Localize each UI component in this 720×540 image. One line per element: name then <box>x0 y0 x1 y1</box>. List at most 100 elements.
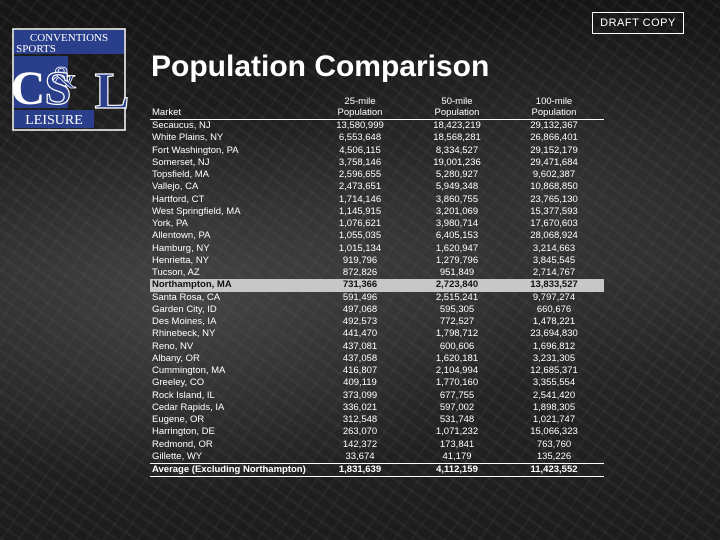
table-row: York, PA 1,076,621 3,980,714 17,670,603 <box>150 218 604 230</box>
pop-100mile-cell: 9,797,274 <box>532 291 576 303</box>
pop-25mile-cell: 3,758,146 <box>338 156 382 168</box>
market-cell: Garden City, ID <box>152 303 217 315</box>
pop-25mile-cell: 13,580,999 <box>336 120 384 131</box>
pop-100mile-cell: 26,866,401 <box>530 132 578 144</box>
pop-25mile-cell: 2,473,651 <box>338 181 382 193</box>
pop-50mile-cell: 531,748 <box>439 414 475 425</box>
pop-25mile-cell: 919,796 <box>342 254 378 266</box>
pop-50mile-cell: 3,201,069 <box>435 205 479 217</box>
pop-25mile-cell: 497,068 <box>342 303 378 315</box>
pop-100mile-cell: 28,068,924 <box>530 230 578 242</box>
table-row: West Springfield, MA 1,145,915 3,201,069 15… <box>150 206 604 218</box>
pop-100mile-cell: 15,377,593 <box>530 205 578 217</box>
table-row: Secaucus, NJ 13,580,999 18,423,219 29,132,3… <box>150 120 604 133</box>
table-row: Santa Rosa, CA 591,496 2,515,241 9,797,274 <box>150 292 604 304</box>
pop-100mile-cell: 660,676 <box>536 303 572 315</box>
pop-50mile-cell: 3,860,755 <box>435 193 479 205</box>
market-cell: Fort Washington, PA <box>152 144 239 156</box>
draft-copy-stamp: DRAFT COPY <box>592 12 684 34</box>
table-row: Somerset, NJ 3,758,146 19,001,236 29,471,68… <box>150 157 604 169</box>
table-row: Hartford, CT 1,714,146 3,860,755 23,765,130 <box>150 194 604 206</box>
pop-50mile-cell: 3,980,714 <box>435 218 479 229</box>
table-row: Cedar Rapids, IA 336,021 597,002 1,898,305 <box>150 402 604 414</box>
pop-25mile-cell: 1,055,035 <box>338 230 382 242</box>
logo-c-letter: C <box>12 62 45 115</box>
market-cell: Reno, NV <box>152 340 194 352</box>
market-cell: Des Moines, IA <box>152 316 217 327</box>
pop-25mile-cell: 492,573 <box>342 316 378 327</box>
average-label: Average (Excluding Northampton) <box>150 462 310 478</box>
pop-50mile-cell: 1,620,947 <box>435 242 479 254</box>
pop-50mile-cell: 1,620,181 <box>435 352 479 364</box>
pop-50mile-cell: 1,770,160 <box>435 377 479 389</box>
population-table: 25-mile 50-mile 100-mile Market Populati… <box>150 96 604 478</box>
pop-50mile-cell: 677,755 <box>439 389 475 401</box>
market-cell: Cummington, MA <box>152 365 226 376</box>
market-cell: Albany, OR <box>152 352 200 364</box>
pop-100mile-cell: 23,694,830 <box>530 328 578 340</box>
logo-s-letter: S <box>45 62 72 115</box>
header-market: Market <box>150 107 310 120</box>
pop-25mile-cell: 1,015,134 <box>338 242 382 254</box>
average-row: Average (Excluding Northampton) 1,831,63… <box>150 462 604 478</box>
pop-100mile-cell: 1,898,305 <box>532 401 576 413</box>
pop-25mile-cell: 1,714,146 <box>338 193 382 205</box>
pop-25mile-cell: 2,596,655 <box>338 169 382 180</box>
pop-25mile-cell: 416,807 <box>342 365 378 376</box>
pop-100mile-cell: 3,355,554 <box>532 377 576 389</box>
pop-100mile-cell: 15,066,323 <box>530 426 578 438</box>
pop-25mile-cell: 1,076,621 <box>338 218 382 229</box>
table-row: Topsfield, MA 2,596,655 5,280,927 9,602,387 <box>150 169 604 181</box>
pop-50mile-cell: 951,849 <box>439 267 475 278</box>
table-row: Garden City, ID 497,068 595,305 660,676 <box>150 304 604 316</box>
market-cell: Rhinebeck, NY <box>152 328 216 340</box>
pop-25mile-cell: 336,021 <box>342 401 378 413</box>
pop-100mile-cell: 29,152,179 <box>530 144 578 156</box>
pop-50mile-cell: 5,280,927 <box>435 169 479 180</box>
market-cell: Gillette, WY <box>152 450 203 462</box>
pop-25mile-cell: 1,145,915 <box>338 205 382 217</box>
pop-50mile-cell: 1,071,232 <box>435 426 479 438</box>
pop-50mile-cell: 18,423,219 <box>433 120 481 131</box>
pop-25mile-cell: 4,506,115 <box>339 144 381 156</box>
pop-50mile-cell: 8,334,527 <box>435 144 479 156</box>
logo-sports-text: SPORTS <box>16 43 56 55</box>
pop-100mile-cell: 17,670,603 <box>530 218 578 229</box>
market-cell: Allentown, PA <box>152 230 211 242</box>
market-cell: West Springfield, MA <box>152 205 241 217</box>
market-cell: Secaucus, NJ <box>152 120 211 131</box>
csl-logo: CONVENTIONS SPORTS & C S L LEISURE <box>11 28 140 132</box>
pop-50mile-cell: 597,002 <box>439 401 475 413</box>
header-25mile-line1: 25-mile <box>344 96 376 107</box>
header-50mile-line2: Population <box>410 107 504 120</box>
header-100mile-line2: Population <box>504 107 604 120</box>
pop-50mile-cell: 2,104,994 <box>435 365 479 376</box>
pop-50mile-cell: 5,949,348 <box>435 181 479 193</box>
market-cell: Greeley, CO <box>152 377 205 389</box>
pop-100mile-cell: 2,541,420 <box>532 389 576 401</box>
table-row: Fort Washington, PA 4,506,115 8,334,527 29,… <box>150 145 604 157</box>
pop-50mile-cell: 19,001,236 <box>433 156 481 168</box>
pop-25mile-cell: 731,366 <box>310 279 410 292</box>
market-cell: Vallejo, CA <box>152 181 199 193</box>
table-row: Greeley, CO 409,119 1,770,160 3,355,554 <box>150 377 604 389</box>
market-cell: Harrington, DE <box>152 426 215 438</box>
table-row: Rock Island, IL 373,099 677,755 2,541,420 <box>150 390 604 402</box>
pop-25mile-cell: 437,081 <box>342 340 378 352</box>
table-row: Des Moines, IA 492,573 772,527 1,478,221 <box>150 316 604 328</box>
pop-100mile-cell: 3,231,305 <box>532 352 576 364</box>
logo-l-letter: L <box>95 63 130 120</box>
pop-25mile-cell: 312,548 <box>342 414 378 425</box>
pop-25mile-cell: 6,553,648 <box>338 132 382 144</box>
pop-25mile-cell: 142,372 <box>342 438 378 450</box>
pop-100mile-cell: 135,226 <box>536 450 572 462</box>
pop-100mile-cell: 763,760 <box>536 438 572 450</box>
pop-50mile-cell: 595,305 <box>439 303 475 315</box>
market-cell: Somerset, NJ <box>152 156 210 168</box>
average-100mile: 11,423,552 <box>504 462 604 478</box>
header-100mile-line1: 100-mile <box>535 96 573 107</box>
market-cell: Rock Island, IL <box>152 389 215 401</box>
table-row: Rhinebeck, NY 441,470 1,798,712 23,694,830 <box>150 328 604 340</box>
table-row: Eugene, OR 312,548 531,748 1,021,747 <box>150 414 604 426</box>
